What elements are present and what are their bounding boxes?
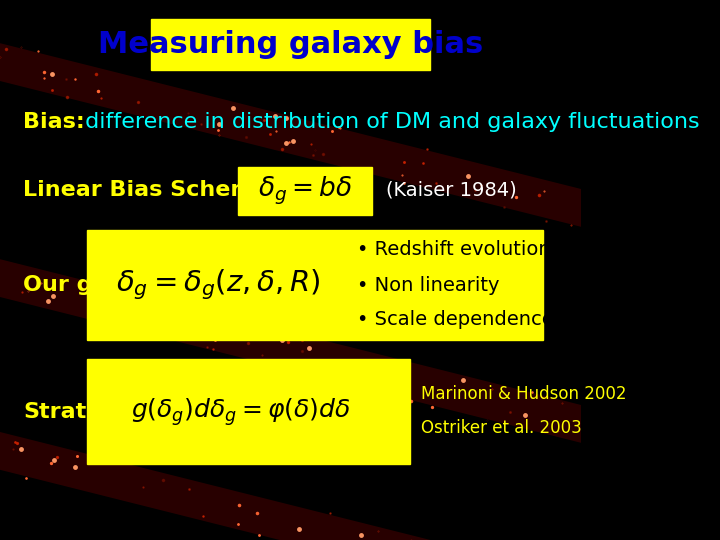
FancyBboxPatch shape — [151, 19, 430, 70]
FancyBboxPatch shape — [87, 359, 410, 464]
Text: $\delta_g = b\delta$: $\delta_g = b\delta$ — [258, 175, 352, 207]
Text: $g(\delta_g)d\delta_g = \varphi(\delta)d\delta$: $g(\delta_g)d\delta_g = \varphi(\delta)d… — [132, 396, 351, 428]
FancyBboxPatch shape — [87, 230, 544, 340]
Text: Our goal:: Our goal: — [23, 275, 140, 295]
Text: Ostriker et al. 2003: Ostriker et al. 2003 — [421, 418, 582, 437]
Text: Marinoni & Hudson 2002: Marinoni & Hudson 2002 — [421, 385, 626, 403]
Text: Linear Bias Scheme:: Linear Bias Scheme: — [23, 180, 278, 200]
Text: Bias:: Bias: — [23, 111, 85, 132]
Polygon shape — [0, 259, 581, 443]
Text: • Non linearity: • Non linearity — [357, 275, 500, 295]
Text: Strategy: Strategy — [23, 402, 132, 422]
Text: $\delta_g = \delta_g(z,\delta,R)$: $\delta_g = \delta_g(z,\delta,R)$ — [116, 268, 320, 302]
Polygon shape — [0, 432, 581, 540]
Polygon shape — [0, 43, 581, 227]
Text: (Kaiser 1984): (Kaiser 1984) — [387, 180, 517, 200]
Text: difference in distribution of DM and galaxy fluctuations: difference in distribution of DM and gal… — [78, 111, 700, 132]
FancyBboxPatch shape — [238, 167, 372, 215]
Text: • Scale dependence: • Scale dependence — [357, 310, 554, 329]
Text: • Redshift evolution: • Redshift evolution — [357, 240, 551, 259]
Text: Measuring galaxy bias: Measuring galaxy bias — [98, 30, 483, 59]
